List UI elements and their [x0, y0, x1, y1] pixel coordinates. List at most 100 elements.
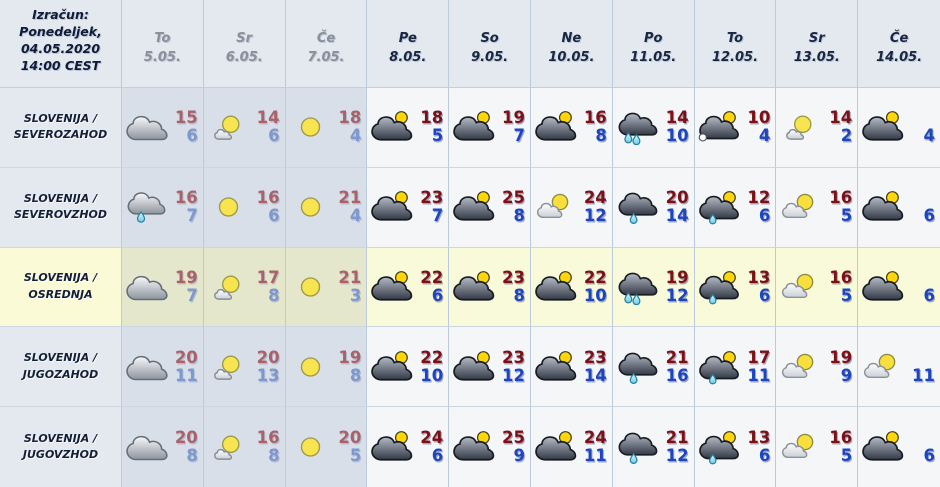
- high-temp: 16: [829, 188, 853, 208]
- temperature-pair: 21 4: [338, 189, 361, 225]
- day-column-header: To 5.05.: [122, 0, 204, 88]
- temperature-pair: 19 12: [666, 269, 689, 305]
- forecast-cell: 20 13: [203, 327, 286, 408]
- cloud-dark-sun-icon: [451, 269, 496, 305]
- temperature-pair: 12 6: [747, 189, 770, 225]
- high-temp: 20: [665, 188, 689, 208]
- region-label: SLOVENIJA / JUGOVZHOD: [0, 407, 122, 487]
- cloud-gray-icon: [124, 429, 169, 465]
- calc-day: Ponedeljek,: [19, 23, 102, 39]
- temperature-pair: 20 13: [257, 348, 280, 385]
- forecast-cell: 13 6: [694, 407, 777, 487]
- forecast-cell: 12 6: [694, 167, 777, 248]
- low-temp: 6: [923, 206, 935, 226]
- forecast-cell: 21 3: [285, 247, 368, 328]
- forecast-cell: 24 11: [531, 407, 613, 487]
- high-temp: 25: [502, 188, 525, 208]
- cloud-dark-sun-snow-icon: [697, 109, 742, 145]
- low-temp: 5: [840, 286, 853, 306]
- sun-cloud-small-icon: [206, 109, 251, 145]
- forecast-cell: 24 6: [367, 407, 450, 487]
- forecast-cell: 16 7: [122, 167, 204, 248]
- temperature-pair: 14 6: [257, 109, 280, 145]
- day-name: Sr: [808, 30, 825, 46]
- high-temp: 22: [583, 268, 607, 288]
- temperature-pair: 16 5: [829, 189, 852, 225]
- day-column-header: Pe 8.05.: [367, 0, 450, 88]
- cloud-dark-sun-icon: [860, 269, 905, 305]
- low-temp: 5: [840, 446, 853, 466]
- low-temp: 6: [758, 286, 771, 306]
- temperature-pair: 24 6: [420, 429, 443, 465]
- temperature-pair: 13 6: [747, 429, 770, 465]
- region-label-line: JUGOZAHOD: [22, 367, 99, 381]
- low-temp: 6: [923, 286, 935, 306]
- high-temp: 22: [420, 347, 444, 367]
- region-label-line: SLOVENIJA /: [23, 431, 98, 445]
- temperature-pair: 20 11: [175, 348, 198, 385]
- temperature-pair: 13 6: [747, 269, 770, 305]
- temperature-pair: 22 10: [420, 347, 444, 385]
- high-temp: [929, 109, 935, 127]
- forecast-cell: 14 6: [203, 88, 286, 168]
- low-temp: 8: [513, 206, 525, 226]
- sun-cloud-white-icon: [778, 429, 823, 465]
- high-temp: 23: [583, 347, 607, 367]
- cloud-dark-sun-icon: [860, 109, 905, 145]
- forecast-cell: 20 5: [285, 407, 368, 487]
- cloud-dark-sun-icon: [533, 429, 578, 465]
- forecast-cell: 20 14: [612, 167, 695, 248]
- cloud-dark-sun-icon: [533, 349, 578, 385]
- day-name: Ne: [561, 30, 582, 46]
- temperature-pair: 21 12: [666, 429, 689, 465]
- low-temp: 8: [349, 365, 362, 385]
- region-label-line: SLOVENIJA /: [23, 191, 98, 205]
- sun-cloud-small-icon: [778, 109, 823, 145]
- high-temp: 14: [665, 108, 689, 128]
- sun-cloud-white-icon: [533, 189, 578, 225]
- day-name: Sr: [236, 30, 253, 46]
- low-temp: 8: [268, 446, 280, 466]
- high-temp: 19: [338, 347, 362, 367]
- sun-icon: [300, 277, 320, 297]
- forecast-cell: 14 2: [776, 88, 859, 168]
- day-date: 12.05.: [711, 49, 759, 65]
- sun-icon: [300, 197, 320, 217]
- low-temp: 6: [923, 446, 935, 466]
- high-temp: 21: [665, 428, 689, 448]
- region-label-line: SEVEROVZHOD: [13, 208, 108, 222]
- high-temp: 16: [829, 268, 853, 288]
- forecast-cell: 17 11: [694, 327, 777, 408]
- region-label-line: SLOVENIJA /: [23, 111, 98, 125]
- temperature-pair: 16 5: [829, 269, 852, 305]
- sun-icon: [300, 357, 320, 377]
- day-name: To: [154, 30, 171, 46]
- temperature-pair: 16 5: [829, 429, 852, 465]
- temperature-pair: 16 8: [584, 109, 607, 145]
- day-date: 7.05.: [307, 49, 345, 65]
- low-temp: 2: [840, 126, 853, 146]
- high-temp: 19: [502, 108, 525, 128]
- high-temp: 16: [256, 188, 280, 208]
- low-temp: 10: [665, 126, 689, 146]
- forecast-cell: 21 4: [285, 167, 368, 248]
- low-temp: 11: [912, 365, 935, 385]
- low-temp: 16: [665, 365, 689, 385]
- high-temp: 16: [256, 428, 280, 448]
- high-temp: 24: [583, 428, 607, 448]
- temperature-pair: 6: [913, 189, 935, 225]
- sun-cloud-white-icon: [778, 189, 823, 225]
- temperature-pair: 21 3: [338, 269, 361, 305]
- cloud-dark-rain1-icon: [615, 189, 660, 225]
- forecast-cell: 19 9: [776, 327, 859, 408]
- day-name: Če: [316, 30, 336, 46]
- cloud-dark-sun-icon: [451, 429, 496, 465]
- low-temp: 12: [665, 286, 689, 306]
- day-name: To: [726, 30, 744, 46]
- high-temp: [929, 269, 935, 287]
- forecast-cell: 21 12: [612, 407, 695, 487]
- high-temp: 19: [665, 268, 689, 288]
- high-temp: 13: [747, 428, 771, 448]
- sun-cloud-white-icon: [860, 349, 905, 385]
